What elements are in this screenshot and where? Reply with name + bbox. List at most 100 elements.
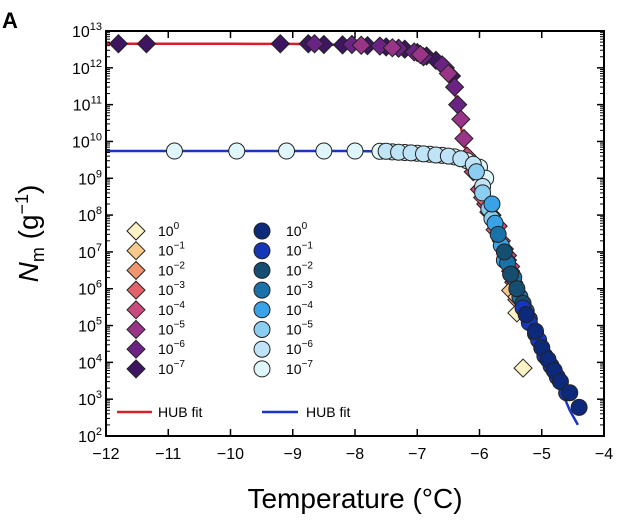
- axis-ticks: −12 −11 −10 −9 −8 −7 −6 −5 −41021031041051061071…: [72, 21, 613, 463]
- y-axis-unit-open: (g: [13, 214, 44, 247]
- y-tick-label: 1011: [73, 95, 102, 115]
- y-tick-label: 107: [78, 242, 102, 262]
- y-axis-unit-close: ): [13, 185, 44, 194]
- legend-left-label: 10−6: [158, 339, 185, 357]
- legend-right-label: 100: [286, 221, 308, 239]
- plot-frame: [105, 30, 605, 437]
- legend-left-label: 10−4: [158, 300, 185, 318]
- legend-left-label-exponent: −1: [174, 241, 186, 252]
- data-point-diamond: [370, 36, 390, 56]
- legend-right-label-exponent: −4: [302, 300, 314, 311]
- legend-right-label-exponent: −5: [302, 320, 314, 331]
- legend-left-label: 10−5: [158, 320, 185, 338]
- legend-left-label-base: 10: [158, 302, 174, 318]
- legend: 10010−110−210−310−410−510−610−710010−110…: [117, 221, 350, 420]
- x-tick-label: −4: [595, 446, 613, 463]
- legend-left-label: 100: [158, 221, 180, 239]
- legend-right-label-exponent: −2: [302, 260, 314, 271]
- y-tick-label-exponent: 11: [91, 95, 102, 107]
- y-axis-symbol: N: [13, 261, 44, 282]
- x-tick-label: −10: [217, 446, 244, 463]
- legend-right-label-base: 10: [286, 223, 302, 239]
- y-tick-label-exponent: 10: [90, 131, 102, 143]
- data-point-circle: [474, 184, 492, 202]
- y-tick-label: 104: [78, 352, 102, 372]
- legend-right-label: 10−2: [286, 260, 313, 278]
- legend-right-label-exponent: 0: [302, 221, 308, 232]
- y-tick-label: 102: [78, 426, 102, 446]
- x-tick-label: −11: [155, 446, 181, 463]
- y-tick-label-base: 10: [73, 98, 91, 115]
- data-point-circle: [495, 243, 513, 261]
- legend-left-label-base: 10: [158, 223, 174, 239]
- legend-circle-marker: [253, 281, 271, 299]
- y-tick-label: 108: [78, 205, 102, 225]
- legend-left-label: 10−2: [158, 260, 185, 278]
- data-point-circle: [508, 280, 526, 298]
- data-point-circle: [551, 373, 569, 391]
- data-point-circle: [489, 225, 507, 243]
- panel-label: A: [2, 8, 18, 33]
- y-tick-label-exponent: 7: [96, 242, 102, 254]
- legend-left-label-exponent: −4: [174, 300, 186, 311]
- legend-right-label-base: 10: [286, 341, 302, 357]
- legend-left-label-base: 10: [158, 361, 174, 377]
- legend-fit-label: HUB fit: [306, 404, 350, 420]
- legend-left-label: 10−7: [158, 359, 185, 377]
- legend-circle-marker: [253, 301, 271, 319]
- data-point-diamond: [304, 34, 325, 54]
- x-tick-label: −7: [408, 446, 426, 463]
- x-tick-label: −12: [92, 446, 119, 463]
- point-layer: [108, 34, 588, 416]
- y-tick-label-base: 10: [78, 429, 96, 446]
- y-tick-label-exponent: 4: [96, 352, 102, 364]
- legend-right-label-exponent: −3: [302, 280, 314, 291]
- y-tick-label-exponent: 8: [96, 205, 102, 217]
- y-tick-label-base: 10: [78, 319, 96, 336]
- data-point-diamond: [454, 128, 474, 149]
- data-point-diamond: [444, 77, 465, 97]
- y-tick-label-base: 10: [78, 282, 96, 299]
- legend-circle-marker: [253, 360, 271, 378]
- y-tick-label-base: 10: [72, 61, 90, 78]
- legend-right-label: 10−6: [286, 339, 313, 357]
- legend-right-label-base: 10: [286, 243, 302, 259]
- legend-diamond-marker: [126, 280, 146, 300]
- x-tick-label: −5: [533, 446, 551, 463]
- legend-right-label: 10−1: [286, 241, 313, 259]
- legend-right-label-base: 10: [286, 361, 302, 377]
- data-point-diamond: [351, 35, 371, 55]
- legend-left-label-base: 10: [158, 262, 174, 278]
- legend-left-label-exponent: 0: [174, 221, 180, 232]
- legend-left-label-exponent: −5: [174, 320, 186, 331]
- data-point-circle: [346, 142, 364, 160]
- legend-right-label-base: 10: [286, 302, 302, 318]
- data-point-circle: [502, 265, 520, 283]
- data-point-circle: [165, 142, 183, 160]
- x-tick-label: −6: [470, 446, 488, 463]
- y-tick-label-base: 10: [72, 24, 90, 41]
- legend-diamond-marker: [126, 319, 146, 340]
- y-tick-label-base: 10: [78, 245, 96, 262]
- legend-right-label: 10−5: [286, 320, 313, 338]
- legend-right-label-exponent: −7: [302, 359, 314, 370]
- legend-fit-label: HUB fit: [158, 404, 202, 420]
- y-tick-label: 106: [78, 279, 102, 299]
- hub-fit-line: [106, 42, 468, 150]
- data-point-circle: [467, 163, 485, 181]
- legend-circle-marker: [253, 321, 271, 338]
- legend-circle-marker: [253, 242, 271, 260]
- data-point-diamond: [438, 63, 459, 84]
- y-tick-label: 103: [78, 389, 102, 409]
- y-tick-label-base: 10: [72, 134, 90, 151]
- y-tick-label: 105: [78, 316, 102, 336]
- y-tick-label-base: 10: [78, 392, 96, 409]
- y-tick-label-exponent: 9: [96, 168, 102, 180]
- data-point-circle: [483, 195, 501, 213]
- y-tick-label: 1012: [72, 58, 102, 78]
- data-point-circle: [315, 142, 333, 160]
- legend-right-label: 10−7: [286, 359, 313, 377]
- data-point-diamond: [448, 94, 468, 115]
- data-point-circle: [527, 322, 545, 340]
